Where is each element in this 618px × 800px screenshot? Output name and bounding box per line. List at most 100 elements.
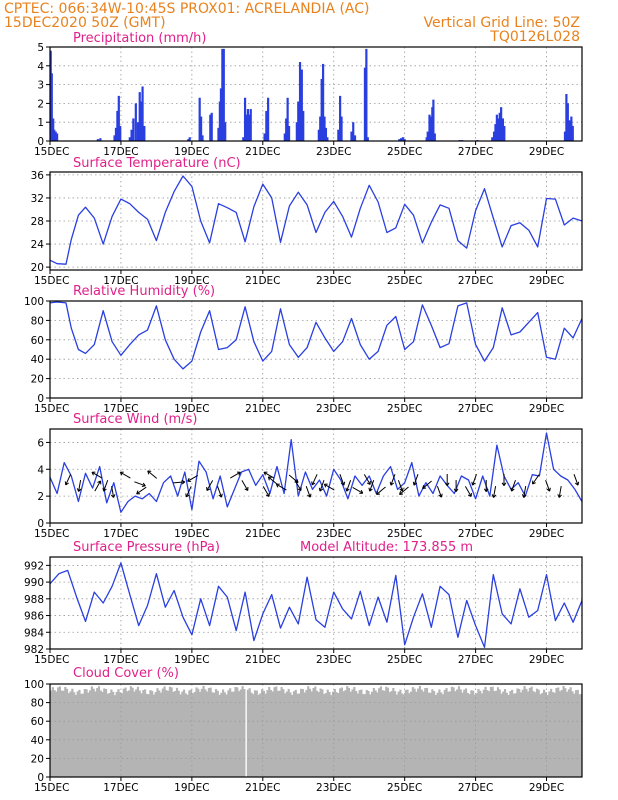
cloud-bar — [197, 688, 200, 777]
cloud-bar — [440, 692, 443, 777]
wind-arrow — [275, 483, 287, 491]
cloud-bar — [372, 687, 375, 777]
cloud-bar — [289, 692, 292, 777]
x-tick-label: 15DEC — [34, 528, 69, 540]
cloud-bar — [131, 687, 134, 777]
precip-bar — [286, 97, 289, 141]
x-tick-label: 19DEC — [174, 275, 209, 287]
x-tick-label: 15DEC — [34, 654, 69, 666]
cloud-bar — [488, 691, 491, 777]
x-tick-label: 19DEC — [174, 528, 209, 540]
precip-bar — [117, 95, 120, 141]
x-tick-label: 15DEC — [34, 403, 69, 415]
cloud-bar — [89, 690, 92, 777]
cloud-bar — [291, 694, 294, 777]
y-tick-label: 32 — [31, 193, 44, 205]
cloud-bar — [51, 687, 54, 777]
cloud-bar — [450, 686, 453, 777]
y-tick-label: 0 — [37, 393, 44, 405]
precip-bar — [568, 120, 571, 141]
cloud-bar — [326, 689, 329, 777]
cloud-bar — [473, 694, 476, 777]
cloud-bar — [573, 693, 576, 777]
precip-bar — [114, 127, 118, 141]
cloud-bar — [106, 693, 109, 777]
x-tick-label: 21DEC — [245, 654, 280, 666]
cloud-bar — [378, 688, 381, 777]
wind-arrow — [444, 474, 450, 486]
cloud-bar — [505, 692, 508, 777]
cloud-bar — [103, 688, 106, 777]
wind-arrow — [217, 486, 223, 498]
cloud-bar — [230, 691, 234, 777]
x-tick-label: 25DEC — [387, 275, 422, 287]
cloud-bar — [222, 689, 225, 777]
cloud-bar — [101, 692, 104, 777]
cloud-bar — [553, 692, 556, 777]
cloud-bar — [464, 688, 468, 777]
cloud-bar — [542, 689, 546, 777]
cloud-bar — [399, 689, 402, 777]
cloud-bar — [128, 690, 131, 777]
x-tick-label: 29DEC — [529, 654, 564, 666]
wind-arrow — [173, 479, 186, 485]
cloud-bar — [266, 690, 269, 777]
cloud-bar — [417, 688, 420, 777]
cloud-bar — [76, 691, 79, 777]
x-tick-label: 27DEC — [458, 654, 493, 666]
x-tick-label: 29DEC — [529, 146, 564, 158]
wind-arrow — [557, 486, 562, 498]
wind-arrow — [241, 480, 249, 491]
cloud-bar — [447, 691, 450, 777]
cloud-bar — [472, 690, 475, 777]
precip-bar — [433, 133, 436, 141]
precip-bar — [566, 103, 569, 141]
y-tick-label: 60 — [31, 716, 44, 728]
cloud-bar — [158, 690, 161, 777]
cloud-bar — [466, 692, 469, 777]
wind-arrow — [206, 480, 214, 491]
y-tick-label: 40 — [31, 735, 44, 747]
cloud-bar — [174, 691, 177, 777]
wind-arrow — [532, 474, 540, 485]
x-tick-label: 23DEC — [316, 528, 351, 540]
cloud-bar — [408, 693, 411, 777]
precip-bar — [300, 69, 303, 141]
series-line — [49, 562, 583, 648]
precip-bar — [54, 131, 57, 141]
cloud-bar — [511, 689, 514, 777]
precip-bar — [245, 114, 248, 141]
cloud-bar — [374, 690, 377, 777]
x-tick-label: 29DEC — [529, 528, 564, 540]
cloud-bar — [401, 693, 404, 777]
cloud-bar — [335, 692, 338, 777]
y-tick-label: 982 — [24, 644, 44, 656]
y-tick-label: 20 — [31, 753, 44, 765]
precip-bar — [295, 122, 298, 141]
cloud-bar — [151, 690, 154, 777]
cloud-bar — [195, 687, 198, 777]
cloud-bar — [190, 689, 193, 777]
cloud-cover-title: Cloud Cover (%) — [73, 666, 179, 681]
cloud-bar — [376, 692, 379, 777]
cloud-bar — [482, 689, 485, 777]
humidity-title: Relative Humidity (%) — [73, 284, 215, 299]
pressure-frame — [49, 556, 583, 650]
wind-frame — [49, 428, 583, 524]
cloud-bar — [90, 686, 93, 777]
wind-arrow — [76, 480, 82, 492]
cloud-bar — [147, 694, 150, 777]
cloud-bar — [395, 694, 398, 777]
y-tick-label: 992 — [24, 560, 44, 572]
cloud-bar — [422, 691, 425, 777]
cloud-bar — [445, 688, 448, 777]
y-tick-label: 0 — [37, 518, 44, 530]
cloud-bar — [461, 692, 464, 777]
precip-bar — [243, 97, 247, 141]
cloud-bar — [60, 690, 63, 777]
cloud-bar — [527, 691, 530, 777]
cloud-bar — [55, 691, 58, 777]
x-tick-label: 23DEC — [316, 782, 351, 794]
cloud-bar — [475, 693, 478, 777]
cloud-bar — [216, 690, 219, 777]
